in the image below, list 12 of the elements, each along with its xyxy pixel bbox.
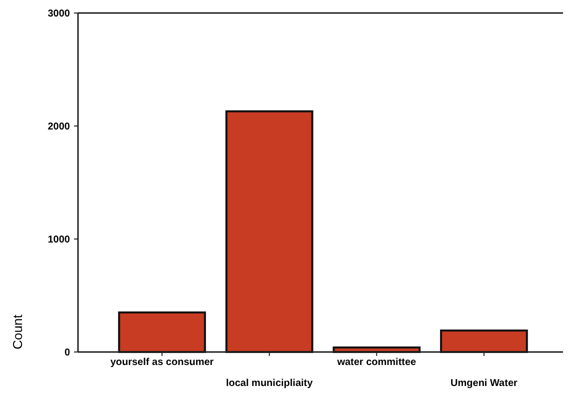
bar	[118, 311, 206, 353]
x-tick-label: water committee	[336, 357, 417, 368]
y-tick-label: 2000	[48, 122, 70, 132]
y-tick-label: 3000	[48, 8, 70, 20]
y-axis-title: Count	[10, 314, 25, 350]
bar	[225, 110, 314, 353]
y-tick-label: 1000	[48, 234, 70, 246]
y-tick-label: 0	[64, 348, 70, 358]
bar	[440, 330, 528, 353]
x-tick-label: yourself as consumer	[110, 357, 214, 368]
x-tick-label: local municipliaity	[226, 378, 314, 389]
x-tick-label: Umgeni Water	[450, 378, 518, 389]
